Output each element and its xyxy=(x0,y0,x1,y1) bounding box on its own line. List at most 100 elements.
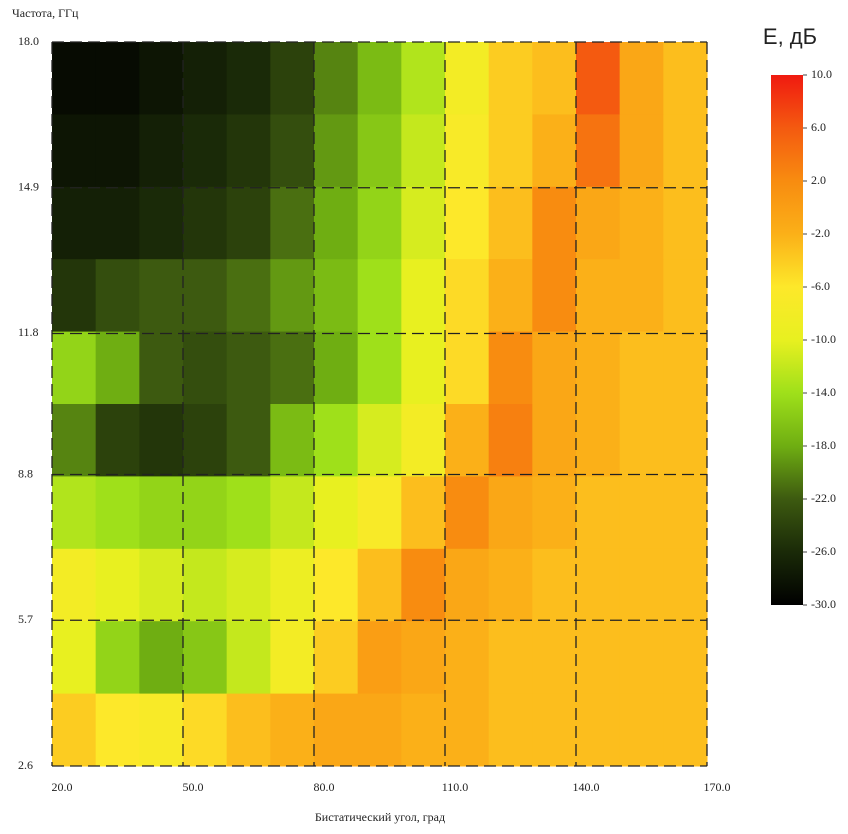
heat-cell xyxy=(445,114,490,188)
heat-cell xyxy=(270,114,315,188)
heat-cell xyxy=(576,693,621,767)
heat-cell xyxy=(663,476,708,550)
y-tick-label: 18.0 xyxy=(18,34,39,48)
heat-cell xyxy=(139,42,184,115)
heat-cell xyxy=(357,186,402,260)
heat-cell xyxy=(576,404,621,477)
heat-cell xyxy=(95,259,140,333)
heat-cell xyxy=(357,259,402,333)
heat-cell xyxy=(270,331,315,405)
heat-cell xyxy=(488,621,533,695)
heat-cell xyxy=(183,476,228,550)
heat-cell xyxy=(576,259,621,333)
heat-cell xyxy=(445,42,490,115)
y-tick-label: 5.7 xyxy=(18,612,33,626)
heat-cell xyxy=(314,114,359,188)
colorbar-tick-label: -14.0 xyxy=(811,385,836,399)
heat-cell xyxy=(226,476,271,550)
heat-cell xyxy=(401,476,446,550)
heat-cell xyxy=(576,331,621,405)
heat-cell xyxy=(52,404,97,477)
heat-cell xyxy=(445,548,490,622)
heat-cell xyxy=(445,621,490,695)
heat-cell xyxy=(357,331,402,405)
colorbar-tick-label: -6.0 xyxy=(811,279,830,293)
heat-cell xyxy=(532,331,577,405)
heat-cell xyxy=(270,42,315,115)
heat-cell xyxy=(663,693,708,767)
x-tick-label: 170.0 xyxy=(704,780,731,794)
heat-cell xyxy=(401,693,446,767)
colorbar-tick-label: 2.0 xyxy=(811,173,826,187)
heat-cell xyxy=(663,331,708,405)
heat-cell xyxy=(663,186,708,260)
heat-cell xyxy=(314,476,359,550)
heat-cell xyxy=(52,331,97,405)
heat-cell xyxy=(357,42,402,115)
heat-cell xyxy=(619,693,664,767)
heat-cell xyxy=(488,114,533,188)
heat-cell xyxy=(52,621,97,695)
heat-cell xyxy=(532,114,577,188)
heat-cell xyxy=(357,548,402,622)
y-tick-label: 2.6 xyxy=(18,758,33,772)
heat-cell xyxy=(532,548,577,622)
heat-cell xyxy=(357,693,402,767)
heat-cell xyxy=(357,404,402,477)
colorbar-tick-label: 6.0 xyxy=(811,120,826,134)
heat-cell xyxy=(226,548,271,622)
heat-cell xyxy=(619,42,664,115)
heat-cell xyxy=(401,186,446,260)
heat-cell xyxy=(445,331,490,405)
heat-cell xyxy=(619,259,664,333)
heat-cell xyxy=(270,476,315,550)
heat-cell xyxy=(183,114,228,188)
colorbar-tick-label: -26.0 xyxy=(811,544,836,558)
heat-cell xyxy=(314,548,359,622)
colorbar-tick-label: -18.0 xyxy=(811,438,836,452)
heat-cell xyxy=(488,259,533,333)
x-tick-label: 140.0 xyxy=(573,780,600,794)
heat-cell xyxy=(95,693,140,767)
heat-cell xyxy=(226,259,271,333)
heat-cell xyxy=(95,404,140,477)
heat-cell xyxy=(52,548,97,622)
heat-cell xyxy=(52,42,97,115)
heat-cell xyxy=(95,548,140,622)
heat-cell xyxy=(488,186,533,260)
heat-cell xyxy=(270,404,315,477)
heat-cell xyxy=(183,331,228,405)
heat-cell xyxy=(95,186,140,260)
heat-cell xyxy=(445,404,490,477)
heat-cell xyxy=(183,621,228,695)
heat-cell xyxy=(619,548,664,622)
colorbar-tick-label: -10.0 xyxy=(811,332,836,346)
heat-cell xyxy=(95,42,140,115)
heat-cell xyxy=(139,186,184,260)
heat-cell xyxy=(401,548,446,622)
heat-cell xyxy=(445,186,490,260)
heat-cell xyxy=(576,42,621,115)
heat-cell xyxy=(663,548,708,622)
heat-cell xyxy=(226,404,271,477)
heat-cell xyxy=(488,476,533,550)
colorbar xyxy=(771,75,803,605)
heat-cell xyxy=(270,621,315,695)
colorbar-tick-label: -30.0 xyxy=(811,597,836,611)
heat-cell xyxy=(488,404,533,477)
heat-cell xyxy=(314,404,359,477)
x-tick-label: 20.0 xyxy=(52,780,73,794)
heat-cell xyxy=(270,186,315,260)
x-axis-label: Бистатический угол, град xyxy=(315,810,445,824)
heat-cell xyxy=(183,548,228,622)
colorbar-tick-label: -2.0 xyxy=(811,226,830,240)
y-tick-label: 11.8 xyxy=(18,325,39,339)
heat-cell xyxy=(532,476,577,550)
heat-cell xyxy=(314,42,359,115)
heat-cell xyxy=(576,186,621,260)
heat-cell xyxy=(401,331,446,405)
heat-cell xyxy=(619,404,664,477)
heat-cell xyxy=(95,621,140,695)
heat-cell xyxy=(183,186,228,260)
